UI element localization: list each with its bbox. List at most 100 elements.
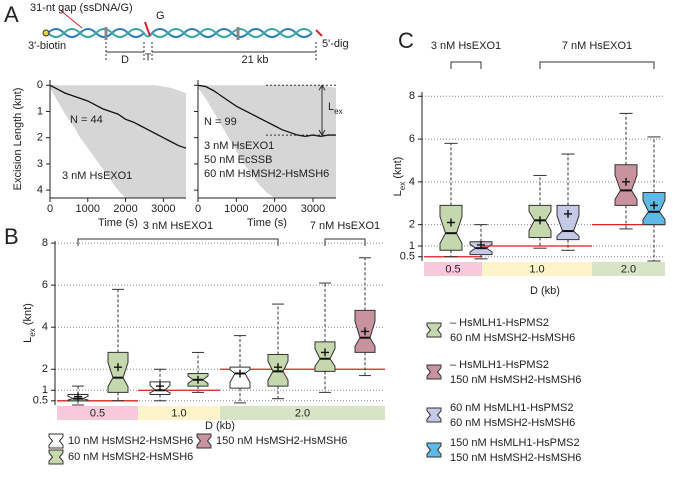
y-tick-label: 4 xyxy=(37,184,43,196)
y-tick-label: 0.5 xyxy=(33,395,48,407)
x-axis-label: Time (s) xyxy=(247,217,287,229)
x-axis-label: D (kb) xyxy=(530,285,560,297)
category-band xyxy=(138,406,220,420)
excision-line xyxy=(49,84,187,149)
legend-label: 10 nM HsMSH2-HsMSH6 xyxy=(68,435,193,447)
mean-marker xyxy=(74,392,82,401)
legend-label: – HsMLH1-HsPMS2 xyxy=(450,317,549,329)
category-band xyxy=(220,406,385,420)
y-tick-label: 0.5 xyxy=(400,251,415,263)
mean-marker xyxy=(274,363,282,372)
y-axis-label-part: (knt) xyxy=(22,303,34,328)
bracket xyxy=(324,238,366,246)
annotation: N = 44 xyxy=(70,114,103,126)
mean-marker xyxy=(650,201,658,210)
annotation: N = 99 xyxy=(204,116,237,128)
y-axis-label: Lex (knt) xyxy=(22,303,37,343)
annotation: 60 nM HsMSH2-HsMSH6 xyxy=(204,168,329,180)
y-axis-label-part: (knt) xyxy=(392,157,404,182)
x-tick-label: 2.0 xyxy=(295,407,310,419)
length-label: 21 kb xyxy=(242,54,269,66)
category-band xyxy=(592,262,665,276)
x-tick-label: 2000 xyxy=(113,203,137,215)
annotation: 3 nM HsEXO1 xyxy=(62,170,132,182)
bracket xyxy=(539,61,655,69)
g-label: G xyxy=(156,10,165,22)
y-tick-label: 2 xyxy=(37,132,43,144)
x-tick-label: 3000 xyxy=(301,203,325,215)
bracket-label: 7 nM HsEXO1 xyxy=(562,40,632,52)
confidence-band xyxy=(50,85,186,198)
y-axis-label: Lex (knt) xyxy=(392,157,407,197)
bracket-label: 3 nM HsEXO1 xyxy=(431,40,501,52)
box xyxy=(48,449,64,465)
x-tick-label: 1.0 xyxy=(529,263,544,275)
legend-label: 150 nM HsMSH2-HsMSH6 xyxy=(450,452,581,464)
y-axis-label: Excision Length (knt) xyxy=(12,88,24,191)
box xyxy=(426,364,442,380)
y-tick-label: 1 xyxy=(42,384,48,396)
confidence-band xyxy=(198,85,336,198)
panel-label: A xyxy=(4,2,19,27)
mean-marker xyxy=(536,216,544,225)
y-axis-label-part: ex xyxy=(398,182,407,190)
mean-marker xyxy=(564,209,572,218)
legend-label: 60 nM HsMLH1-HsPMS2 xyxy=(450,402,573,414)
x-tick-label: 0 xyxy=(195,203,201,215)
y-tick-label: 0 xyxy=(37,79,43,91)
x-tick-label: 1000 xyxy=(224,203,248,215)
legend-label: 60 nM HsMSH2-HsMSH6 xyxy=(68,451,193,463)
category-band xyxy=(424,262,482,276)
panel-label: B xyxy=(4,224,19,249)
mean-marker xyxy=(477,240,485,249)
legend-label: 150 nM HsMLH1-HsPMS2 xyxy=(450,437,580,449)
gap-label: 31-nt gap (ssDNA/G) xyxy=(30,2,133,14)
mean-marker xyxy=(321,348,329,357)
legend-label: 150 nM HsMSH2-HsMSH6 xyxy=(450,374,581,386)
x-tick-label: 0 xyxy=(47,203,53,215)
t-label: T xyxy=(145,53,151,64)
mean-marker xyxy=(447,218,455,227)
legend-label: – HsMLH1-HsPMS2 xyxy=(450,359,549,371)
y-tick-label: 4 xyxy=(42,321,48,333)
mean-marker xyxy=(156,382,164,391)
left-label: 3'-biotin xyxy=(28,40,66,52)
mean-marker xyxy=(194,375,202,384)
box xyxy=(196,433,212,449)
bracket-label: 3 nM HsEXO1 xyxy=(143,220,213,232)
x-tick-label: 0.5 xyxy=(445,263,460,275)
lex-label: Lex xyxy=(328,101,343,116)
y-tick-label: 6 xyxy=(409,133,415,145)
mean-marker xyxy=(236,369,244,378)
box xyxy=(439,204,463,251)
y-tick-label: 4 xyxy=(409,176,415,188)
mean-marker xyxy=(361,327,369,336)
y-tick-label: 6 xyxy=(42,279,48,291)
arrow-head xyxy=(318,84,326,137)
y-tick-label: 1 xyxy=(409,240,415,252)
lex-label-part: L xyxy=(328,101,334,113)
d-label: D xyxy=(121,54,129,66)
box xyxy=(426,407,442,423)
x-tick-label: 2.0 xyxy=(621,263,636,275)
x-tick-label: 3000 xyxy=(151,203,175,215)
dna-schematic xyxy=(42,9,323,62)
box xyxy=(229,366,251,389)
legend-label: 60 nM HsMSH2-HsMSH6 xyxy=(450,332,575,344)
x-tick-label: 1000 xyxy=(76,203,100,215)
excision-line xyxy=(197,84,336,138)
y-axis-label-part: ex xyxy=(28,328,37,336)
legend-label: 60 nM HsMSH2-HsMSH6 xyxy=(450,417,575,429)
bracket xyxy=(77,238,279,246)
box xyxy=(107,351,129,393)
annotation: 3 nM HsEXO1 xyxy=(204,140,274,152)
bracket xyxy=(450,61,482,69)
y-axis-label-part: L xyxy=(22,337,34,343)
mean-marker xyxy=(114,363,122,372)
box xyxy=(314,341,336,372)
x-tick-label: 0.5 xyxy=(90,407,105,419)
y-tick-label: 8 xyxy=(409,90,415,102)
y-tick-label: 8 xyxy=(42,237,48,249)
x-tick-label: 2000 xyxy=(262,203,286,215)
